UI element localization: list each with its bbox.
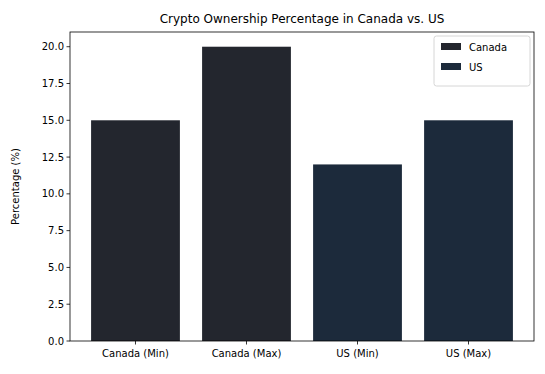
- y-tick-label: 17.5: [42, 78, 64, 89]
- y-tick: [67, 267, 71, 268]
- y-tick-label: 12.5: [42, 152, 64, 163]
- bars: [91, 47, 513, 341]
- y-tick: [67, 304, 71, 305]
- y-tick: [67, 83, 71, 84]
- x-tick-label: US (Max): [446, 348, 491, 359]
- bar: [424, 120, 513, 341]
- legend-label: US: [469, 62, 483, 73]
- y-tick: [67, 341, 71, 342]
- bar: [91, 120, 180, 341]
- background: [0, 0, 545, 374]
- x-tick-label: Canada (Max): [212, 348, 282, 359]
- legend-box: [434, 36, 530, 86]
- chart: 0.0 2.5 5.0 7.5 10.0 12.5 15.0 17.5 20.0 Canada (…: [0, 0, 545, 374]
- y-axis-label: Percentage (%): [10, 148, 21, 225]
- legend-swatch: [441, 63, 461, 70]
- x-tick-label: Canada (Min): [102, 348, 169, 359]
- frame: [70, 32, 534, 341]
- y-tick-label: 10.0: [42, 188, 64, 199]
- y-tick-label: 20.0: [42, 41, 64, 52]
- y-tick-label: 0.0: [48, 336, 64, 347]
- x-tick: [357, 341, 358, 345]
- x-tick: [468, 341, 469, 345]
- x-tick-label: US (Min): [336, 348, 378, 359]
- y-tick: [67, 120, 71, 121]
- y-tick: [67, 193, 71, 194]
- x-tick: [135, 341, 136, 345]
- title: Crypto Ownership Percentage in Canada vs…: [160, 12, 445, 26]
- y-tick-label: 15.0: [42, 115, 64, 126]
- y-tick: [67, 157, 71, 158]
- x-tick: [246, 341, 247, 345]
- y-tick-label: 7.5: [48, 225, 64, 236]
- y-tick: [67, 46, 71, 47]
- bar: [313, 164, 402, 341]
- bar: [202, 47, 291, 341]
- legend-swatch: [441, 43, 461, 50]
- legend-label: Canada: [469, 42, 507, 53]
- y-tick-label: 2.5: [48, 299, 64, 310]
- legend: Canada US: [434, 36, 530, 86]
- y-tick-label: 5.0: [48, 262, 64, 273]
- y-tick: [67, 230, 71, 231]
